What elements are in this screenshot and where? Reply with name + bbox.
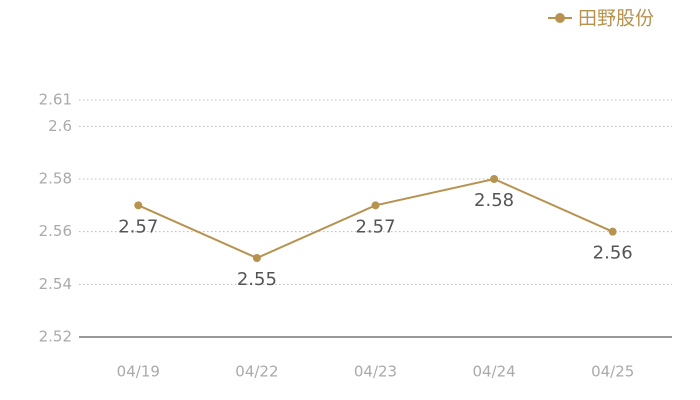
x-tick-label: 04/24: [472, 363, 515, 381]
y-tick-label: 2.58: [39, 170, 72, 188]
x-tick-label: 04/23: [354, 363, 397, 381]
data-label: 2.57: [355, 216, 395, 237]
data-label: 2.56: [593, 243, 633, 264]
legend-label: 田野股份: [578, 8, 654, 30]
legend-marker: [555, 13, 565, 23]
y-tick-label: 2.56: [39, 222, 72, 240]
x-tick-label: 04/22: [235, 363, 278, 381]
x-tick-label: 04/25: [591, 363, 634, 381]
y-tick-label: 2.52: [39, 328, 72, 346]
x-tick-label: 04/19: [117, 363, 160, 381]
y-tick-label: 2.54: [39, 275, 72, 293]
point: [490, 175, 499, 183]
point: [371, 201, 380, 210]
y-tick-label: 2.6: [48, 117, 72, 135]
point: [252, 254, 261, 262]
point: [134, 201, 143, 210]
point: [608, 227, 617, 236]
data-label: 2.58: [474, 190, 514, 211]
data-label: 2.57: [118, 216, 158, 237]
data-label: 2.55: [237, 269, 277, 290]
y-tick-label: 2.61: [39, 91, 72, 109]
